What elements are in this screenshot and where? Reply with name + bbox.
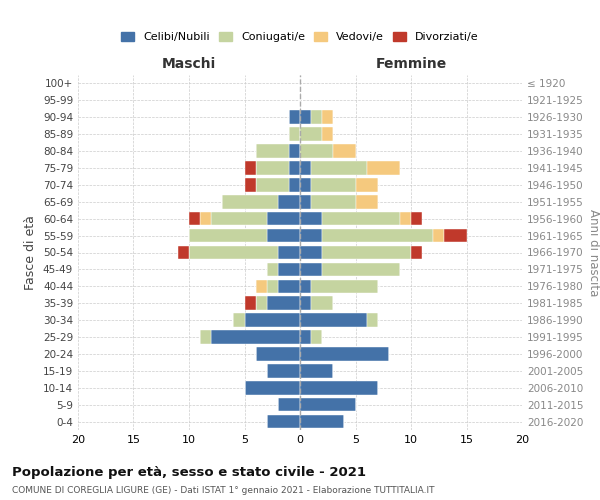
Bar	[289, 161, 300, 174]
Bar	[367, 161, 400, 174]
Bar	[211, 212, 266, 226]
Bar	[278, 280, 300, 293]
Bar	[311, 178, 355, 192]
Bar	[266, 364, 300, 378]
Bar	[411, 246, 422, 260]
Text: Femmine: Femmine	[376, 58, 446, 71]
Bar	[256, 161, 289, 174]
Bar	[300, 178, 311, 192]
Bar	[300, 195, 311, 208]
Bar	[300, 296, 311, 310]
Bar	[322, 229, 433, 242]
Bar	[300, 280, 311, 293]
Bar	[400, 212, 411, 226]
Text: Popolazione per età, sesso e stato civile - 2021: Popolazione per età, sesso e stato civil…	[12, 466, 366, 479]
Bar	[300, 330, 311, 344]
Bar	[245, 314, 300, 327]
Bar	[300, 229, 322, 242]
Bar	[233, 314, 245, 327]
Bar	[300, 110, 311, 124]
Bar	[322, 246, 411, 260]
Bar	[433, 229, 445, 242]
Bar	[322, 128, 334, 141]
Bar	[355, 178, 378, 192]
Bar	[245, 178, 256, 192]
Bar	[256, 347, 300, 360]
Bar	[200, 330, 211, 344]
Bar	[245, 161, 256, 174]
Bar	[300, 144, 334, 158]
Bar	[300, 212, 322, 226]
Bar	[256, 280, 266, 293]
Bar	[311, 195, 355, 208]
Bar	[311, 296, 334, 310]
Bar	[300, 398, 355, 411]
Bar	[311, 161, 367, 174]
Bar	[266, 296, 300, 310]
Bar	[367, 314, 378, 327]
Text: COMUNE DI COREGLIA LIGURE (GE) - Dati ISTAT 1° gennaio 2021 - Elaborazione TUTTI: COMUNE DI COREGLIA LIGURE (GE) - Dati IS…	[12, 486, 434, 495]
Bar	[266, 262, 278, 276]
Bar	[300, 381, 378, 394]
Bar	[266, 415, 300, 428]
Y-axis label: Fasce di età: Fasce di età	[25, 215, 37, 290]
Bar	[266, 212, 300, 226]
Bar	[289, 110, 300, 124]
Bar	[289, 178, 300, 192]
Bar	[322, 262, 400, 276]
Bar	[189, 229, 266, 242]
Bar	[245, 381, 300, 394]
Bar	[311, 280, 378, 293]
Bar	[322, 110, 334, 124]
Text: Maschi: Maschi	[162, 58, 216, 71]
Bar	[266, 229, 300, 242]
Bar	[278, 398, 300, 411]
Bar	[300, 347, 389, 360]
Bar	[211, 330, 300, 344]
Bar	[178, 246, 189, 260]
Bar	[311, 110, 322, 124]
Bar	[444, 229, 467, 242]
Bar	[200, 212, 211, 226]
Bar	[300, 364, 334, 378]
Bar	[300, 161, 311, 174]
Bar	[256, 296, 266, 310]
Bar	[311, 330, 322, 344]
Bar	[278, 262, 300, 276]
Bar	[278, 195, 300, 208]
Y-axis label: Anni di nascita: Anni di nascita	[587, 209, 600, 296]
Bar	[289, 144, 300, 158]
Bar	[300, 262, 322, 276]
Bar	[189, 212, 200, 226]
Bar	[322, 212, 400, 226]
Bar	[266, 280, 278, 293]
Bar	[355, 195, 378, 208]
Legend: Celibi/Nubili, Coniugati/e, Vedovi/e, Divorziati/e: Celibi/Nubili, Coniugati/e, Vedovi/e, Di…	[117, 28, 483, 46]
Bar	[223, 195, 278, 208]
Bar	[300, 314, 367, 327]
Bar	[289, 128, 300, 141]
Bar	[245, 296, 256, 310]
Bar	[334, 144, 355, 158]
Bar	[278, 246, 300, 260]
Bar	[300, 415, 344, 428]
Bar	[256, 178, 289, 192]
Bar	[300, 128, 322, 141]
Bar	[300, 246, 322, 260]
Bar	[189, 246, 278, 260]
Bar	[256, 144, 289, 158]
Bar	[411, 212, 422, 226]
